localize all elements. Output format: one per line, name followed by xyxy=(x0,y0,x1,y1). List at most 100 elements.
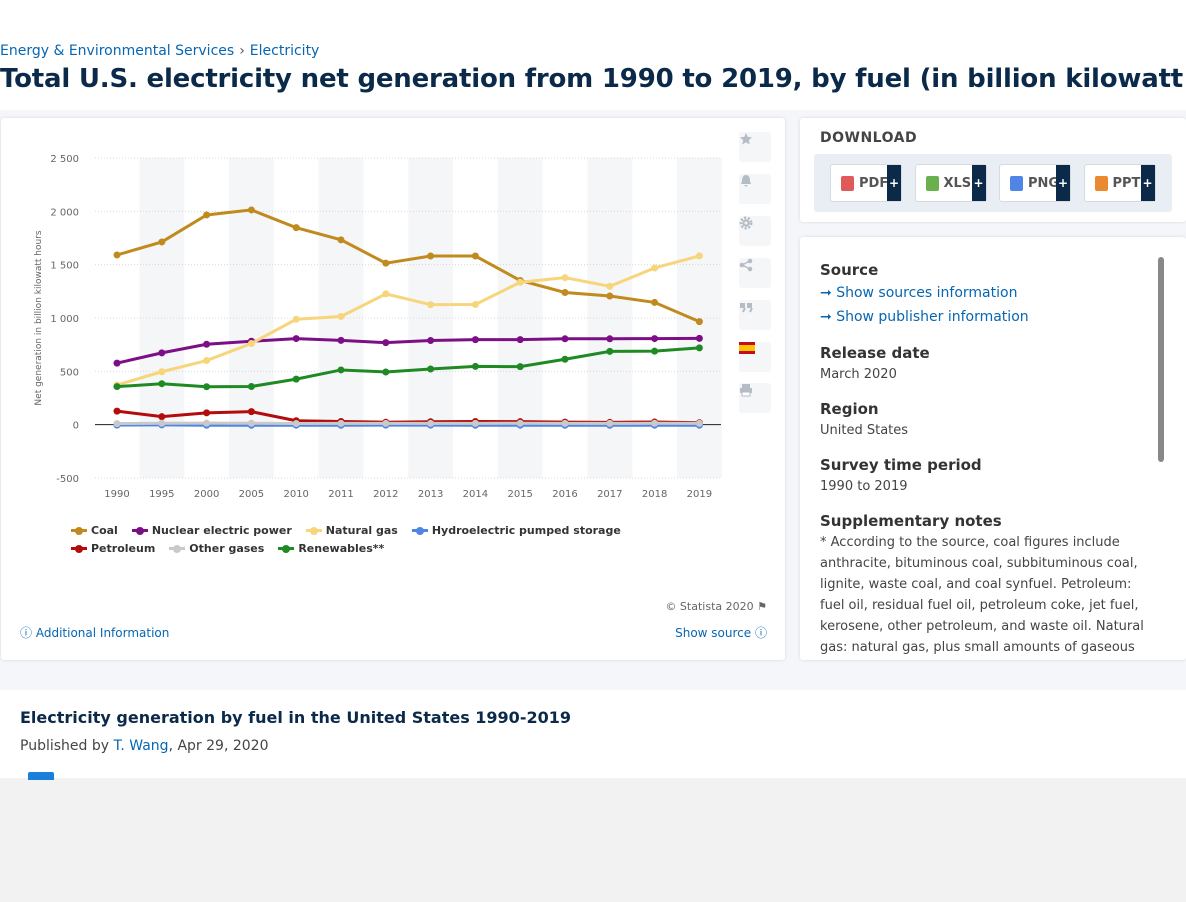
print-button[interactable] xyxy=(739,383,771,413)
plus-button[interactable]: + xyxy=(1140,165,1155,201)
series-line xyxy=(116,208,700,324)
data-point xyxy=(651,347,659,355)
data-point xyxy=(695,344,703,352)
plot: -500 0 500 1 000 1 500 2 000 2 500 Net generati… xyxy=(34,154,722,500)
region-block: Region United States xyxy=(820,398,1146,441)
alert-button[interactable] xyxy=(739,174,771,204)
label: Published by xyxy=(20,738,110,754)
bottom-area xyxy=(0,778,1186,902)
legend-label: Natural gas xyxy=(325,524,398,537)
band xyxy=(497,158,543,478)
format-label: PDF xyxy=(859,175,889,191)
legend-swatch xyxy=(411,526,428,535)
legend-label: Nuclear electric power xyxy=(151,524,292,537)
y-tick-label: 0 xyxy=(73,421,79,432)
show-source[interactable]: Show source ⓘ xyxy=(675,624,767,641)
data-point xyxy=(247,408,255,416)
data-point xyxy=(247,339,255,347)
sources-link[interactable]: ➞ Show sources information xyxy=(820,285,1018,301)
additional-information[interactable]: ⓘ Additional Information xyxy=(20,624,169,641)
settings-button[interactable] xyxy=(739,216,771,246)
legend-item[interactable]: Hydroelectric pumped storage xyxy=(411,524,621,537)
download-button[interactable]: XLS + xyxy=(914,164,987,202)
format-label: PNG xyxy=(1028,175,1060,191)
plus-button[interactable]: + xyxy=(1056,165,1070,201)
data-point xyxy=(292,224,300,232)
plus-button[interactable]: + xyxy=(971,165,986,201)
file-icon xyxy=(1010,175,1023,191)
breadcrumb: Energy & Environmental Services › Electric… xyxy=(0,43,319,59)
data-point xyxy=(292,315,300,323)
legend-item[interactable]: Nuclear electric power xyxy=(131,524,292,537)
legend-label: Other gases xyxy=(189,542,265,555)
period-block: Survey time period 1990 to 2019 xyxy=(820,454,1146,497)
info-icon: ⓘ xyxy=(20,626,33,640)
legend-swatch xyxy=(278,544,295,553)
download-button[interactable]: PPT + xyxy=(1083,164,1156,202)
legend-swatch xyxy=(71,526,87,535)
file-icon xyxy=(925,175,939,191)
x-tick-label: 2012 xyxy=(373,489,398,500)
legend-item[interactable]: Natural gas xyxy=(305,524,398,537)
data-point xyxy=(606,335,614,343)
series-line xyxy=(116,346,700,389)
data-point xyxy=(471,252,479,260)
notes-block: Supplementary notes * According to the so… xyxy=(820,510,1146,660)
download-bar: PDF + XLS + PNG + PPT + xyxy=(814,154,1172,212)
link-text: Additional Information xyxy=(35,626,170,640)
data-point xyxy=(247,382,255,390)
language-button[interactable] xyxy=(739,342,771,372)
legend-item[interactable]: Petroleum xyxy=(71,542,155,555)
breadcrumb-link[interactable]: Energy & Environmental Services xyxy=(0,43,235,59)
share-button[interactable] xyxy=(739,258,771,288)
download-button[interactable]: PDF + xyxy=(830,164,902,202)
credit-text: © Statista 2020 xyxy=(665,600,754,613)
cite-button[interactable] xyxy=(739,300,771,330)
data-point xyxy=(516,278,524,286)
data-point xyxy=(695,252,703,260)
breadcrumb-separator: › xyxy=(239,43,245,59)
legend-label: Renewables** xyxy=(298,542,385,555)
data-point xyxy=(695,419,703,427)
breadcrumb-link[interactable]: Electricity xyxy=(249,43,320,59)
author-link[interactable]: T. Wang xyxy=(113,738,169,754)
x-tick-label: 2005 xyxy=(239,489,264,500)
file-icon xyxy=(841,175,854,191)
data-point xyxy=(158,380,166,388)
info-icon: ⓘ xyxy=(754,626,767,640)
x-tick-label: 1990 xyxy=(104,489,129,500)
format-label: PPT xyxy=(1112,175,1141,191)
heading: Supplementary notes xyxy=(820,512,1002,530)
data-point xyxy=(471,336,479,344)
source-block: Source ➞ Show sources information ➞ Show… xyxy=(820,259,1146,329)
download-button[interactable]: PNG + xyxy=(999,164,1071,202)
legend-item[interactable]: Coal xyxy=(71,524,118,537)
data-point xyxy=(158,368,166,376)
plus-button[interactable]: + xyxy=(887,165,901,201)
legend-item[interactable]: Renewables** xyxy=(278,542,384,555)
heading: Survey time period xyxy=(820,456,982,474)
data-point xyxy=(247,206,255,214)
publisher-link[interactable]: ➞ Show publisher information xyxy=(820,309,1029,325)
data-point xyxy=(382,259,390,267)
y-tick-label: 2 500 xyxy=(50,154,79,165)
y-tick-label: 2 000 xyxy=(50,207,79,218)
data-point xyxy=(427,365,435,373)
series-line xyxy=(116,254,700,387)
data-point xyxy=(382,339,390,347)
x-tick-label: 2011 xyxy=(328,489,353,500)
heading: Release date xyxy=(820,344,930,362)
download-heading: DOWNLOAD xyxy=(820,130,918,146)
data-point xyxy=(203,340,211,348)
x-tick-label: 2016 xyxy=(552,489,577,500)
credit[interactable]: © Statista 2020 ⚑ xyxy=(665,600,767,613)
legend-item[interactable]: Other gases xyxy=(169,542,264,555)
scrollbar[interactable] xyxy=(1158,257,1164,462)
details-panel: Source ➞ Show sources information ➞ Show… xyxy=(800,237,1186,660)
favorite-button[interactable] xyxy=(739,132,771,162)
x-tick-label: 2010 xyxy=(283,489,308,500)
star-icon xyxy=(740,133,752,145)
x-tick-label: 2000 xyxy=(194,489,219,500)
data-point xyxy=(292,419,300,427)
